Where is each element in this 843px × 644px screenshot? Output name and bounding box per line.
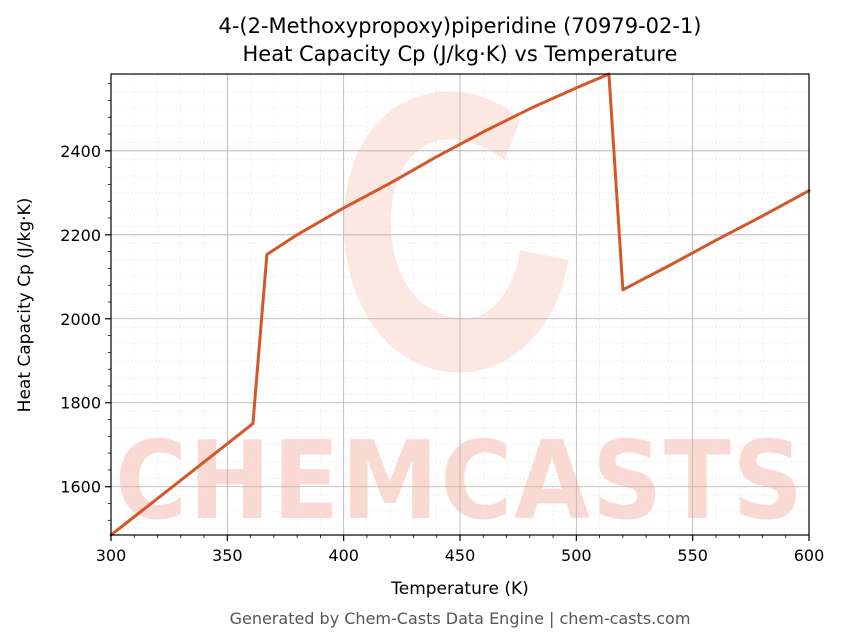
x-tick-label: 450 (445, 546, 476, 565)
x-tick-label: 400 (328, 546, 359, 565)
watermark-text: CHEMCASTS (115, 419, 805, 544)
y-tick-label: 2200 (60, 226, 101, 245)
x-tick-label: 600 (794, 546, 825, 565)
watermark-c-shape (343, 91, 568, 373)
footer-credit: Generated by Chem-Casts Data Engine | ch… (230, 609, 691, 628)
series-line-0 (109, 72, 811, 537)
x-tick-label: 550 (677, 546, 708, 565)
chart-title: 4-(2-Methoxypropoxy)piperidine (70979-02… (218, 14, 701, 38)
y-tick-label: 1600 (60, 478, 101, 497)
series-layer (109, 72, 811, 537)
x-tick-label: 500 (561, 546, 592, 565)
x-axis-ticks: 300 350 400 450 500 550 600 (96, 535, 825, 565)
x-axis-label: Temperature (K) (390, 579, 529, 599)
chart-subtitle: Heat Capacity Cp (J/kg·K) vs Temperature (243, 42, 678, 66)
y-tick-label: 2000 (60, 310, 101, 329)
y-tick-label: 1800 (60, 394, 101, 413)
y-tick-label: 2400 (60, 142, 101, 161)
x-tick-label: 300 (96, 546, 127, 565)
chemcasts-watermark-logo: CHEMCASTS (115, 91, 805, 544)
y-axis-ticks: 1600 1800 2000 2200 2400 (60, 83, 111, 521)
y-axis-label: Heat Capacity Cp (J/kg·K) (15, 198, 35, 413)
x-tick-label: 350 (212, 546, 243, 565)
